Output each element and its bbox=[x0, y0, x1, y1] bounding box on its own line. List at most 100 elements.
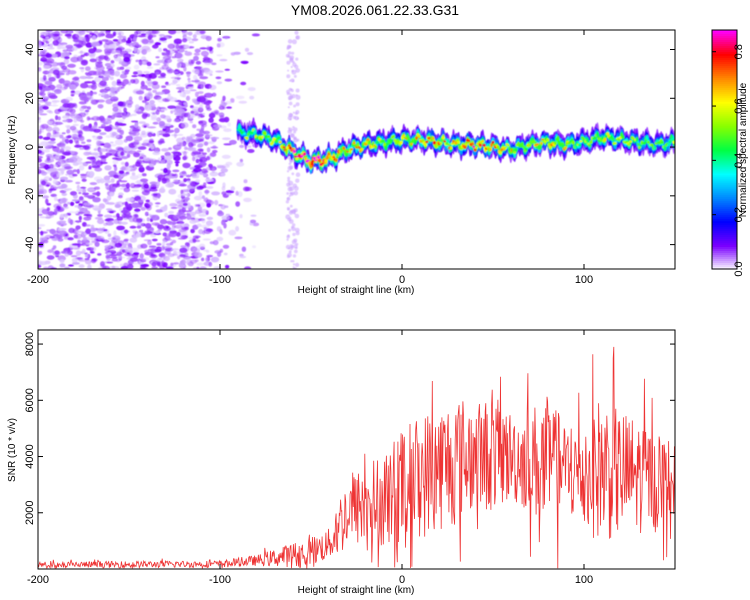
noise-blob bbox=[43, 239, 49, 244]
noise-blob bbox=[87, 106, 91, 110]
noise-blob bbox=[207, 181, 215, 185]
noise-blob bbox=[193, 195, 203, 201]
noise-blob bbox=[151, 266, 158, 269]
noise-blob bbox=[166, 52, 172, 58]
noise-blob bbox=[186, 180, 192, 184]
noise-blob bbox=[286, 238, 289, 241]
snr-y-ticks: 2000 4000 6000 8000 bbox=[24, 332, 675, 525]
colorbar-cell bbox=[712, 229, 737, 232]
noise-blob bbox=[177, 58, 184, 63]
noise-blob bbox=[177, 48, 185, 53]
noise-blob bbox=[200, 83, 204, 89]
noise-blob bbox=[195, 236, 199, 240]
noise-blob bbox=[104, 165, 112, 171]
noise-blob bbox=[150, 117, 158, 121]
noise-blob bbox=[103, 229, 108, 232]
noise-blob bbox=[125, 66, 132, 70]
noise-blob bbox=[149, 181, 158, 185]
noise-blob bbox=[180, 245, 187, 248]
noise-blob bbox=[173, 181, 180, 185]
noise-blob bbox=[177, 102, 182, 106]
noise-blob bbox=[80, 119, 85, 123]
noise-blob bbox=[96, 191, 101, 197]
noise-blob bbox=[287, 106, 290, 109]
noise-blob bbox=[106, 195, 112, 201]
noise-blob bbox=[116, 46, 125, 51]
noise-blob bbox=[118, 192, 124, 196]
noise-blob bbox=[133, 47, 137, 53]
colorbar-cell bbox=[712, 163, 737, 167]
track-cell bbox=[348, 149, 352, 153]
noise-blob bbox=[175, 214, 181, 218]
track-cell bbox=[490, 143, 494, 147]
track-cell bbox=[334, 158, 338, 162]
noise-blob bbox=[191, 38, 199, 42]
noise-blob bbox=[64, 179, 73, 183]
track-cell bbox=[446, 143, 450, 146]
noise-blob bbox=[223, 116, 230, 123]
noise-blob bbox=[111, 50, 121, 54]
noise-blob bbox=[247, 145, 252, 148]
noise-blob bbox=[199, 243, 206, 249]
noise-blob bbox=[85, 228, 91, 235]
noise-blob bbox=[196, 66, 203, 70]
noise-blob bbox=[70, 94, 75, 97]
track-cell bbox=[667, 143, 671, 147]
noise-blob bbox=[52, 186, 58, 190]
noise-blob bbox=[189, 219, 197, 224]
noise-blob bbox=[118, 195, 123, 199]
noise-blob bbox=[109, 241, 114, 246]
noise-blob bbox=[183, 66, 187, 72]
noise-blob bbox=[179, 61, 184, 64]
noise-blob bbox=[189, 41, 194, 44]
noise-blob bbox=[285, 200, 290, 204]
noise-blob bbox=[287, 69, 290, 72]
noise-blob bbox=[42, 38, 48, 43]
noise-blob bbox=[86, 116, 91, 121]
noise-blob bbox=[212, 145, 217, 149]
noise-blob bbox=[85, 195, 94, 198]
noise-blob bbox=[123, 217, 128, 220]
colorbar-cell bbox=[712, 179, 737, 182]
track-cell bbox=[250, 131, 254, 135]
noise-blob bbox=[58, 228, 67, 231]
noise-blob bbox=[193, 55, 199, 62]
noise-blob bbox=[291, 51, 295, 55]
noise-blob bbox=[105, 98, 113, 105]
noise-blob bbox=[87, 264, 92, 269]
colorbar-tick-label: 0.4 bbox=[733, 153, 745, 168]
track-cell bbox=[603, 137, 607, 142]
noise-blob bbox=[123, 262, 129, 267]
noise-blob bbox=[139, 253, 144, 259]
noise-blob bbox=[178, 142, 186, 147]
noise-blob bbox=[110, 87, 116, 93]
noise-blob bbox=[206, 254, 213, 258]
noise-blob bbox=[199, 156, 208, 163]
noise-blob bbox=[164, 151, 171, 157]
noise-blob bbox=[77, 37, 87, 40]
noise-blob bbox=[295, 68, 301, 73]
track-cell bbox=[618, 136, 623, 139]
noise-blob bbox=[76, 44, 83, 48]
track-cell bbox=[530, 137, 535, 141]
y-tick-label: -20 bbox=[24, 188, 36, 204]
noise-blob bbox=[171, 151, 180, 154]
noise-blob bbox=[65, 96, 73, 102]
noise-blob bbox=[150, 254, 157, 259]
noise-blob bbox=[174, 145, 182, 149]
noise-blob bbox=[78, 164, 85, 171]
noise-blob bbox=[78, 215, 82, 221]
noise-blob bbox=[107, 115, 112, 118]
track-cell bbox=[449, 146, 453, 150]
noise-blob bbox=[120, 265, 129, 269]
noise-blob bbox=[180, 189, 184, 195]
track-cell bbox=[367, 140, 371, 144]
noise-blob bbox=[163, 167, 168, 174]
noise-blob bbox=[162, 107, 168, 111]
track-cell bbox=[663, 145, 667, 150]
noise-blob bbox=[237, 191, 243, 198]
track-cell bbox=[271, 140, 275, 145]
noise-blob bbox=[105, 152, 112, 157]
noise-blob bbox=[45, 30, 53, 33]
noise-blob bbox=[98, 203, 106, 210]
